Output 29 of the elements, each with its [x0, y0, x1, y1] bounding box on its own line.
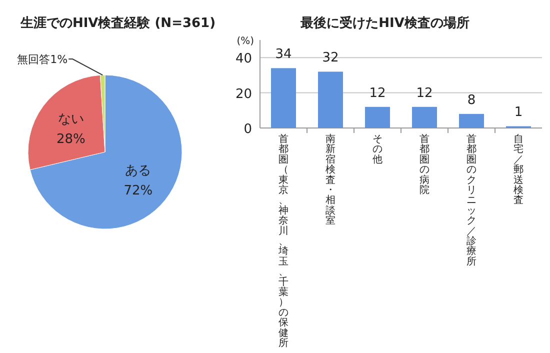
y-tick-label: 20: [235, 86, 252, 102]
bar: [365, 106, 390, 128]
data-label: 28%: [56, 132, 86, 147]
bar: [412, 106, 437, 128]
slice-label: ない: [58, 112, 84, 127]
category-label: 首都圏のクリニック／診療所: [466, 134, 476, 268]
data-label: 32: [322, 50, 339, 66]
bar: [271, 68, 296, 128]
data-label: 1: [514, 105, 523, 120]
x-tick-label: その他: [372, 134, 382, 166]
slice-label: ある: [125, 163, 152, 178]
chart-title: 最後に受けたHIV検査の場所: [300, 15, 470, 31]
y-tick-label: 0: [244, 122, 252, 137]
y-tick-label: 40: [235, 52, 252, 67]
y-axis-title: (%): [236, 36, 254, 47]
data-label: 72%: [124, 183, 153, 198]
data-label: 8: [467, 92, 476, 108]
data-label: 12: [416, 86, 433, 101]
pie-slice: [30, 74, 182, 230]
x-tick-label: 首都圏の病院: [420, 133, 430, 196]
category-label: 首都圏（東京、神奈川、埼玉、千葉）の保健所: [278, 134, 288, 349]
category-label: 南新宿検査・相談室: [326, 134, 336, 227]
data-label: 12: [369, 86, 386, 101]
chart-title: 生涯でのHIV検査経験 (N=361): [19, 16, 216, 31]
bar: [318, 72, 343, 128]
slice-label: 無回答1%: [17, 53, 68, 66]
x-tick-label: 自宅／郵送検査: [514, 133, 524, 206]
bar: [459, 114, 484, 128]
data-label: 34: [275, 47, 292, 62]
